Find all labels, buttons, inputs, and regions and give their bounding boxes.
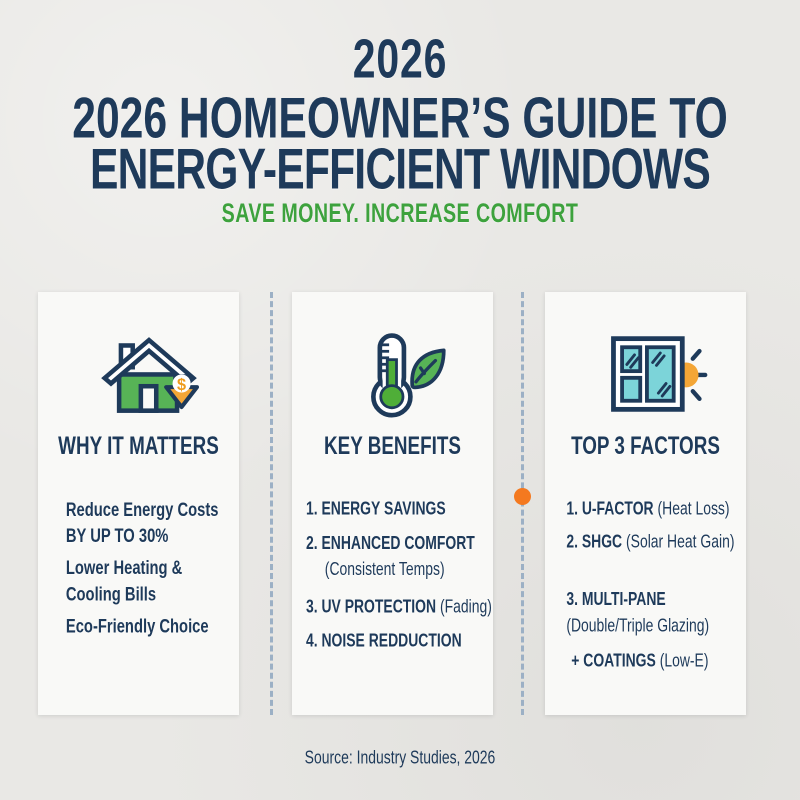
item-title: SHGC [581, 531, 623, 553]
thermometer-leaf-icon [292, 332, 493, 418]
window-icon-graphic [610, 336, 707, 412]
card-why-it-matters: $ WHY IT MATTERS Reduce Energy Costs BY … [38, 292, 239, 715]
item-subtext: (Double/Triple Glazing) [566, 614, 710, 636]
item-number: 2. [305, 532, 318, 554]
benefit-line: Lower Heating & [65, 556, 183, 579]
card-heading-key-benefits: KEY BENEFITS [324, 431, 461, 460]
item-note: (Heat Loss) [657, 498, 730, 520]
benefit-eco-friendly: Eco-Friendly Choice [66, 613, 263, 639]
factor-multi-pane: 3. MULTI-PANE (Double/Triple Glazing) [566, 586, 763, 639]
factor-coatings: + COATINGS (Low-E) [566, 648, 763, 674]
orange-accent-dot [514, 488, 531, 505]
header-year: 2026 [352, 28, 448, 90]
item-number: 4. [305, 630, 318, 652]
thermometer-icon-graphic [370, 333, 446, 418]
benefit-energy-savings: 1. ENERGY SAVINGS [306, 496, 503, 522]
benefit-line: Reduce Energy Costs [65, 498, 219, 521]
item-number: + [571, 650, 580, 671]
card-body-key-benefits: 1. ENERGY SAVINGS 2. ENHANCED COMFORT (C… [292, 496, 503, 662]
card-key-benefits: KEY BENEFITS 1. ENERGY SAVINGS 2. ENHANC… [292, 292, 493, 715]
factor-shgc: 2. SHGC (Solar Heat Gain) [566, 529, 763, 555]
item-title: NOISE REDDUCTION [321, 630, 462, 652]
house-icon-graphic: $ [100, 337, 199, 413]
page-subtitle: SAVE MONEY. INCREASE COMFORT [221, 198, 579, 229]
benefit-noise-reduction: 4. NOISE REDDUCTION [306, 628, 503, 654]
dashed-divider-left [270, 292, 273, 715]
item-title: ENERGY SAVINGS [321, 498, 446, 520]
page-title-line1: 2026 HOMEOWNER’S GUIDE TO [72, 87, 728, 151]
item-number: 3. [566, 588, 578, 610]
benefit-enhanced-comfort: 2. ENHANCED COMFORT (Consistent Temps) [306, 530, 503, 583]
item-number: 1. [305, 498, 318, 520]
factor-u-factor: 1. U-FACTOR (Heat Loss) [566, 496, 763, 522]
benefit-lower-bills: Lower Heating & Cooling Bills [66, 554, 263, 607]
item-note: (Solar Heat Gain) [626, 531, 735, 553]
item-title: UV PROTECTION [321, 596, 437, 617]
page-title-line2: ENERGY-EFFICIENT WINDOWS [90, 138, 711, 202]
item-note: (Low-E) [659, 650, 709, 671]
card-top-3-factors: TOP 3 FACTORS 1. U-FACTOR (Heat Loss) 2.… [545, 292, 746, 715]
item-subtext: (Consistent Temps) [324, 558, 445, 580]
source-citation: Source: Industry Studies, 2026 [304, 747, 496, 768]
item-title: U-FACTOR [581, 498, 654, 520]
benefit-uv-protection: 3. UV PROTECTION (Fading) [306, 594, 503, 620]
item-note: (Fading) [439, 596, 492, 617]
item-title: MULTI-PANE [581, 588, 666, 610]
item-number: 1. [566, 498, 578, 520]
house-energy-savings-icon: $ [38, 332, 239, 416]
benefit-line: BY UP TO 30% [65, 524, 169, 547]
card-heading-top-3-factors: TOP 3 FACTORS [571, 431, 720, 460]
benefit-line: Eco-Friendly Choice [65, 614, 209, 637]
svg-text:$: $ [177, 376, 186, 394]
card-heading-why-it-matters: WHY IT MATTERS [58, 431, 219, 460]
card-body-top-3-factors: 1. U-FACTOR (Heat Loss) 2. SHGC (Solar H… [545, 496, 763, 681]
item-number: 2. [566, 531, 578, 553]
benefit-reduce-energy-costs: Reduce Energy Costs BY UP TO 30% [66, 496, 263, 549]
card-body-why-it-matters: Reduce Energy Costs BY UP TO 30% Lower H… [38, 496, 263, 645]
item-number: 3. [305, 596, 318, 617]
item-title: COATINGS [583, 650, 656, 671]
window-sun-icon [545, 332, 746, 416]
item-title: ENHANCED COMFORT [321, 532, 475, 554]
benefit-line: Cooling Bills [65, 582, 157, 605]
